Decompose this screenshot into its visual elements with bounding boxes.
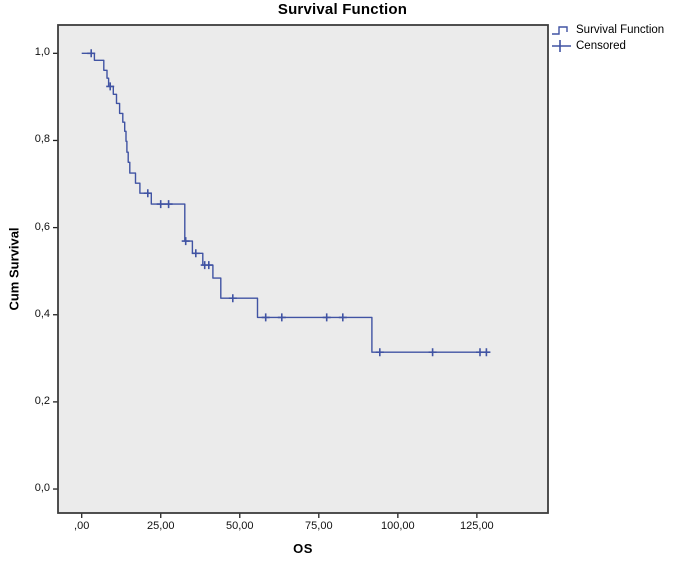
y-axis-title: Cum Survival bbox=[6, 227, 22, 311]
y-tick-label: 0,6 bbox=[34, 220, 50, 233]
x-tick-label: 75,00 bbox=[305, 520, 333, 532]
y-tick-label: 0,2 bbox=[34, 394, 50, 407]
x-tick-label: 100,00 bbox=[381, 520, 415, 532]
plot-area bbox=[58, 25, 548, 513]
x-tick-label: 25,00 bbox=[146, 520, 175, 532]
legend-item-survival-function: Survival Function bbox=[551, 22, 664, 37]
legend: Survival Function Censored bbox=[551, 22, 664, 53]
x-tick-label: 50,00 bbox=[226, 520, 254, 532]
y-tick-label: 1,0 bbox=[34, 46, 50, 59]
plus-icon bbox=[552, 39, 571, 52]
y-tick-label: 0,8 bbox=[34, 133, 50, 146]
censored-marks bbox=[87, 49, 491, 357]
y-tick-label: 0,4 bbox=[34, 307, 50, 320]
legend-item-censored: Censored bbox=[551, 38, 664, 53]
y-tick-label: 0,0 bbox=[34, 482, 50, 495]
chart-title: Survival Function bbox=[277, 1, 408, 18]
survival-curve-line bbox=[81, 52, 488, 353]
legend-label: Censored bbox=[576, 39, 626, 52]
plot-frame bbox=[57, 24, 549, 514]
x-tick-label: 125,00 bbox=[460, 520, 494, 532]
x-axis-title: OS bbox=[293, 541, 313, 556]
legend-label: Survival Function bbox=[576, 23, 665, 36]
x-tick-label: ,00 bbox=[74, 520, 90, 532]
step-line-icon bbox=[552, 25, 568, 35]
